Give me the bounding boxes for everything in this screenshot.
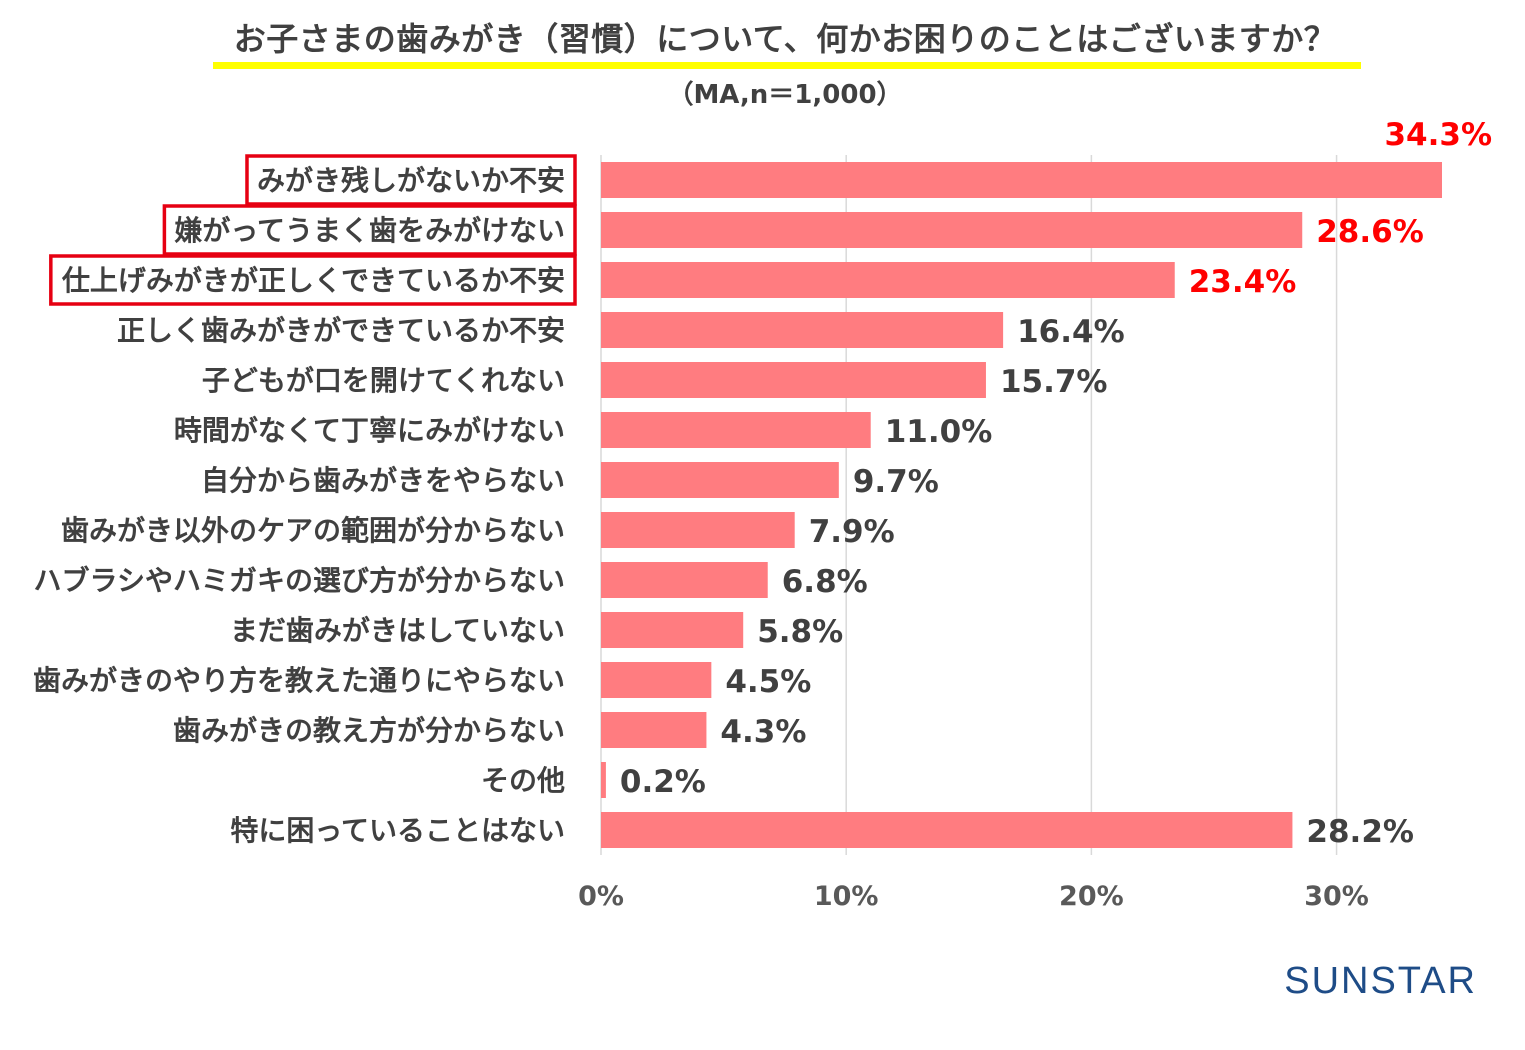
x-tick-label: 10% — [814, 881, 879, 912]
data-label: 28.2% — [1306, 814, 1414, 850]
title-underline — [213, 62, 1361, 69]
x-tick-label: 20% — [1059, 881, 1124, 912]
category-label: 仕上げみがきが正しくできているか不安 — [61, 264, 565, 297]
sunstar-logo: SUNSTAR — [1284, 960, 1477, 1002]
bar — [601, 362, 986, 398]
data-label: 11.0% — [885, 414, 993, 450]
category-label: 自分から歯みがきをやらない — [201, 464, 565, 497]
bar — [601, 812, 1293, 848]
category-label: 嫌がってうまく歯をみがけない — [174, 214, 565, 247]
x-tick-label: 0% — [578, 881, 624, 912]
bar — [601, 262, 1175, 298]
category-label: 子どもが口を開けてくれない — [202, 364, 565, 397]
bar — [601, 612, 744, 648]
bar — [601, 212, 1303, 248]
category-label: 歯みがき以外のケアの範囲が分からない — [61, 514, 565, 547]
category-label: 歯みがきの教え方が分からない — [173, 714, 565, 747]
data-label: 0.2% — [620, 764, 706, 800]
bar — [601, 412, 871, 448]
data-label: 15.7% — [1000, 364, 1108, 400]
bar — [601, 712, 707, 748]
category-label: まだ歯みがきはしていない — [230, 614, 565, 647]
highlight-box — [49, 254, 577, 306]
data-label: 16.4% — [1017, 314, 1125, 350]
bar — [601, 312, 1004, 348]
data-label: 9.7% — [853, 464, 939, 500]
highlight-box — [245, 154, 577, 206]
bar — [601, 562, 768, 598]
category-label: ハブラシやハミガキの選び方が分からない — [34, 564, 565, 597]
x-tick-label: 30% — [1304, 881, 1369, 912]
data-label: 28.6% — [1316, 214, 1424, 250]
highlight-box — [162, 204, 577, 256]
bar — [601, 662, 712, 698]
category-label: 歯みがきのやり方を教えた通りにやらない — [33, 664, 565, 697]
category-label: 時間がなくて丁寧にみがけない — [174, 414, 565, 447]
bar — [601, 462, 839, 498]
data-label: 6.8% — [782, 564, 868, 600]
data-label: 7.9% — [809, 514, 895, 550]
category-label: 正しく歯みがきができているか不安 — [117, 314, 565, 347]
chart-title: お子さまの歯みがき（習慣）について、何かお困りのことはございますか？ — [233, 20, 1337, 58]
data-label: 5.8% — [757, 614, 843, 650]
bar — [601, 512, 795, 548]
category-label: みがき残しがないか不安 — [257, 164, 565, 197]
bar — [601, 762, 606, 798]
category-label: 特に困っていることはない — [230, 814, 565, 847]
data-label: 23.4% — [1189, 264, 1297, 300]
data-label: 34.3% — [1384, 117, 1492, 153]
category-label: その他 — [481, 764, 565, 797]
bar — [601, 162, 1442, 198]
data-label: 4.3% — [720, 714, 806, 750]
data-label: 4.5% — [725, 664, 811, 700]
chart-subtitle: （MA,n＝1,000） — [667, 80, 903, 110]
